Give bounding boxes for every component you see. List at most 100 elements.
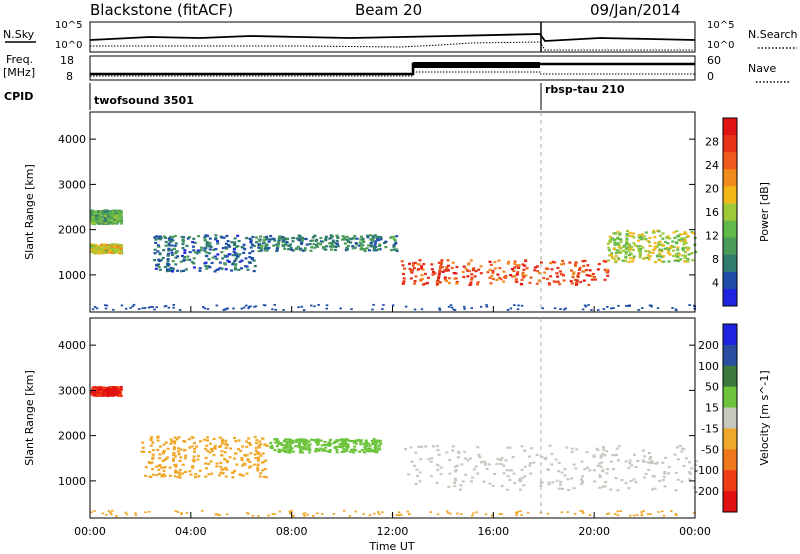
heatmap-cell bbox=[535, 453, 539, 456]
heatmap-cell bbox=[606, 513, 609, 515]
heatmap-cell bbox=[549, 275, 553, 278]
heatmap-cell bbox=[167, 263, 171, 266]
heatmap-cell bbox=[371, 308, 374, 311]
heatmap-cell bbox=[315, 448, 319, 451]
heatmap-cell bbox=[642, 257, 646, 260]
heatmap-cell bbox=[457, 451, 461, 454]
heatmap-cell bbox=[472, 468, 476, 471]
heatmap-cell bbox=[521, 273, 525, 276]
heatmap-cell bbox=[649, 456, 653, 459]
heatmap-cell bbox=[257, 515, 260, 517]
heatmap-cell bbox=[624, 260, 628, 263]
heatmap-cell bbox=[643, 476, 646, 479]
heatmap-cell bbox=[148, 451, 152, 454]
heatmap-cell bbox=[446, 264, 450, 267]
heatmap-cell bbox=[270, 444, 274, 448]
heatmap-cell bbox=[202, 306, 205, 308]
heatmap-cell bbox=[220, 450, 224, 453]
heatmap-cell bbox=[162, 443, 166, 446]
heatmap-cell bbox=[414, 451, 418, 454]
heatmap-cell bbox=[137, 308, 141, 310]
heatmap-cell bbox=[598, 462, 602, 465]
heatmap-cell bbox=[617, 244, 621, 247]
heatmap-cell bbox=[156, 436, 160, 439]
heatmap-cell bbox=[100, 390, 103, 393]
heatmap-cell bbox=[119, 216, 123, 219]
heatmap-cell bbox=[151, 456, 155, 459]
heatmap-cell bbox=[414, 482, 418, 485]
heatmap-cell bbox=[341, 235, 345, 238]
heatmap-cell bbox=[518, 479, 522, 482]
heatmap-cell bbox=[172, 451, 176, 455]
heatmap-cell bbox=[365, 247, 369, 250]
heatmap-cell bbox=[277, 442, 281, 446]
heatmap-cell bbox=[582, 512, 585, 514]
heatmap-cell bbox=[377, 440, 381, 443]
heatmap-cell bbox=[578, 268, 581, 271]
heatmap-cell bbox=[643, 256, 647, 259]
heatmap-cell bbox=[646, 256, 650, 259]
heatmap-cell bbox=[176, 476, 180, 479]
heatmap-cell bbox=[636, 514, 639, 516]
heatmap-cell bbox=[303, 448, 306, 451]
heatmap-cell bbox=[516, 511, 519, 513]
heatmap-cell bbox=[566, 478, 570, 481]
heatmap-cell bbox=[174, 463, 178, 466]
heatmap-cell bbox=[546, 267, 550, 270]
heatmap-cell bbox=[98, 393, 102, 396]
heatmap-cell bbox=[176, 255, 180, 258]
heatmap-cell bbox=[255, 441, 259, 445]
heatmap-cell bbox=[628, 459, 632, 462]
heatmap-cell bbox=[324, 446, 328, 449]
heatmap-cell bbox=[438, 269, 442, 272]
heatmap-cell bbox=[286, 440, 290, 443]
heatmap-cell bbox=[113, 249, 117, 252]
heatmap-cell bbox=[369, 234, 373, 237]
heatmap-cell bbox=[604, 480, 608, 484]
heatmap-cell bbox=[314, 239, 318, 242]
heatmap-cell bbox=[282, 309, 285, 311]
heatmap-cell bbox=[101, 512, 105, 515]
heatmap-cell bbox=[439, 466, 443, 469]
heatmap-cell bbox=[149, 438, 153, 441]
heatmap-cell bbox=[376, 235, 380, 238]
heatmap-cell bbox=[307, 447, 311, 450]
heatmap-cell bbox=[389, 249, 393, 252]
heatmap-cell bbox=[246, 268, 250, 271]
heatmap-cell bbox=[667, 466, 671, 469]
heatmap-cell bbox=[633, 453, 636, 456]
heatmap-cell bbox=[614, 261, 618, 264]
heatmap-cell bbox=[644, 238, 648, 241]
heatmap-cell bbox=[92, 248, 96, 251]
heatmap-cell bbox=[614, 252, 618, 255]
heatmap-cell bbox=[353, 440, 357, 443]
heatmap-cell bbox=[543, 271, 547, 274]
heatmap-cell bbox=[611, 468, 615, 471]
heatmap-cell bbox=[125, 513, 129, 516]
heatmap-cell bbox=[183, 448, 187, 451]
heatmap-cell bbox=[680, 450, 684, 453]
heatmap-cell bbox=[612, 248, 616, 251]
heatmap-cell bbox=[288, 444, 292, 447]
heatmap-cell bbox=[105, 244, 109, 247]
heatmap-cell bbox=[453, 485, 457, 488]
heatmap-cell bbox=[609, 488, 613, 491]
heatmap-cell bbox=[448, 472, 452, 475]
heatmap-cell bbox=[275, 439, 279, 442]
heatmap-cell bbox=[105, 387, 109, 390]
heatmap-cell bbox=[141, 307, 144, 310]
heatmap-cell bbox=[449, 304, 453, 306]
heatmap-cell bbox=[413, 282, 417, 285]
heatmap-cell bbox=[521, 263, 525, 266]
heatmap-cell bbox=[488, 268, 492, 271]
heatmap-cell bbox=[303, 514, 306, 517]
heatmap-cell bbox=[375, 439, 379, 442]
heatmap-cell bbox=[342, 509, 346, 512]
heatmap-cell bbox=[292, 514, 295, 517]
heatmap-cell bbox=[226, 444, 229, 447]
heatmap-cell bbox=[231, 476, 235, 479]
heatmap-cell bbox=[141, 441, 145, 444]
heatmap-cell bbox=[209, 245, 213, 248]
heatmap-cell bbox=[207, 462, 211, 465]
heatmap-cell bbox=[172, 457, 176, 460]
